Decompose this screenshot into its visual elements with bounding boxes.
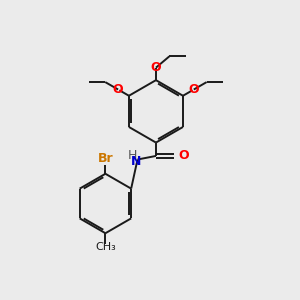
Text: N: N bbox=[131, 155, 141, 168]
Text: H: H bbox=[128, 149, 137, 162]
Text: O: O bbox=[188, 83, 199, 96]
Text: O: O bbox=[151, 61, 161, 74]
Text: O: O bbox=[113, 83, 123, 96]
Text: O: O bbox=[178, 149, 189, 162]
Text: Br: Br bbox=[98, 152, 113, 165]
Text: CH₃: CH₃ bbox=[95, 242, 116, 252]
